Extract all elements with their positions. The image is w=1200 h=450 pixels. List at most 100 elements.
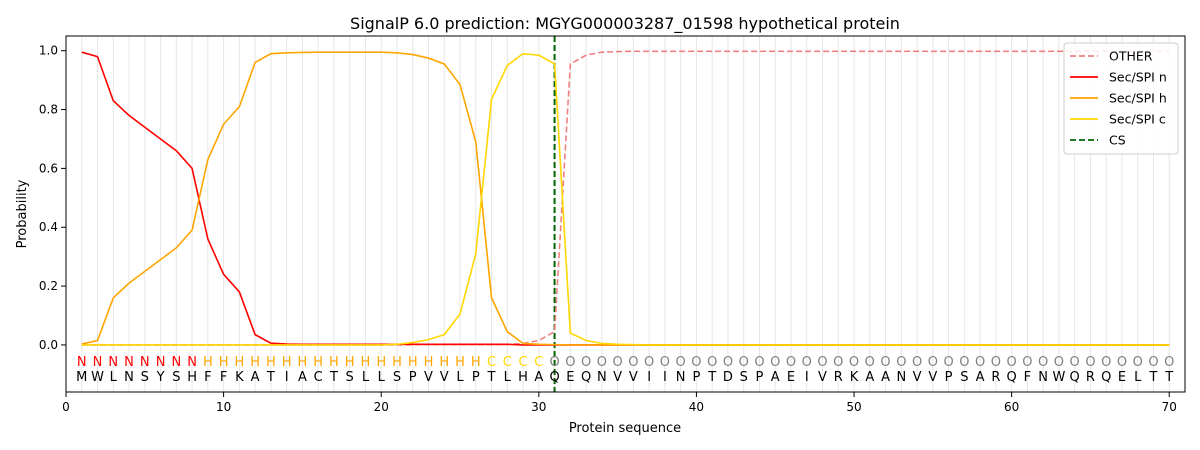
annotation-label: O bbox=[1117, 355, 1127, 370]
annotation-label: O bbox=[1054, 355, 1064, 370]
annotation-label: O bbox=[754, 355, 764, 370]
legend-box bbox=[1063, 42, 1179, 155]
plot-frame bbox=[65, 35, 1186, 393]
annotation-label: N bbox=[187, 355, 197, 370]
annotation-label: O bbox=[691, 355, 701, 370]
sequence-residue: A bbox=[298, 370, 307, 385]
sequence-residue: A bbox=[771, 370, 780, 385]
sequence-residue: E bbox=[787, 370, 795, 385]
sequence-residue: L bbox=[378, 370, 386, 385]
y-tick-label: 0.2 bbox=[39, 279, 58, 293]
sequence-residue: S bbox=[740, 370, 748, 385]
sequence-residue: E bbox=[566, 370, 574, 385]
sequence-residue: N bbox=[597, 370, 607, 385]
grid-lines bbox=[81, 36, 1170, 392]
sequence-residue: S bbox=[172, 370, 180, 385]
sequence-residue: T bbox=[487, 370, 496, 385]
annotation-label: O bbox=[833, 355, 843, 370]
x-tick-label: 70 bbox=[1162, 400, 1177, 414]
annotation-label: O bbox=[802, 355, 812, 370]
annotation-label: N bbox=[171, 355, 181, 370]
sequence-residue: P bbox=[472, 370, 480, 385]
axis-ticks: 0 10 20 30 40 50 60 70 0.0 0.2 0.4 0.6 0.8 1.0 bbox=[39, 44, 1177, 414]
annotation-label: H bbox=[455, 355, 465, 370]
series-line-sec-spi-h bbox=[81, 51, 1170, 346]
sequence-residue: C bbox=[314, 370, 323, 385]
annotation-label: O bbox=[1007, 355, 1017, 370]
sequence-residue: L bbox=[456, 370, 464, 385]
sequence-residue: V bbox=[629, 370, 638, 385]
annotation-label: H bbox=[266, 355, 276, 370]
annotation-label: H bbox=[392, 355, 402, 370]
series-line-sec-spi-n bbox=[81, 51, 1170, 346]
annotation-label: O bbox=[865, 355, 875, 370]
sequence-residue: Y bbox=[156, 370, 165, 385]
sequence-residue: M bbox=[76, 370, 87, 385]
sequence-residue: I bbox=[805, 370, 809, 385]
sequence-residue: K bbox=[850, 370, 859, 385]
sequence-residue: W bbox=[1052, 370, 1065, 385]
sequence-residue: T bbox=[266, 370, 275, 385]
sequence-residue: I bbox=[285, 370, 289, 385]
sequence-residue: V bbox=[913, 370, 922, 385]
annotation-label: O bbox=[1133, 355, 1143, 370]
x-tick-label: 30 bbox=[531, 400, 546, 414]
annotation-label: C bbox=[503, 355, 512, 370]
annotation-label: N bbox=[156, 355, 166, 370]
sequence-residue: W bbox=[91, 370, 104, 385]
sequence-residue: A bbox=[881, 370, 890, 385]
y-axis-label: Probability bbox=[15, 179, 30, 248]
y-tick-label: 0.8 bbox=[39, 103, 58, 117]
sequence-residue: T bbox=[707, 370, 716, 385]
annotation-label: O bbox=[959, 355, 969, 370]
sequence-residue: E bbox=[1118, 370, 1126, 385]
y-tick-label: 0.4 bbox=[39, 220, 58, 234]
sequence-residue: V bbox=[613, 370, 622, 385]
annotation-label: H bbox=[219, 355, 229, 370]
annotation-label: C bbox=[487, 355, 496, 370]
sequence-residue: V bbox=[818, 370, 827, 385]
x-tick-label: 40 bbox=[689, 400, 704, 414]
sequence-residue: P bbox=[756, 370, 764, 385]
sequence-residue: F bbox=[1024, 370, 1031, 385]
annotation-label: H bbox=[313, 355, 323, 370]
sequence-residue: S bbox=[346, 370, 354, 385]
sequence-residue: N bbox=[1038, 370, 1048, 385]
annotation-label: O bbox=[786, 355, 796, 370]
annotation-label: O bbox=[928, 355, 938, 370]
legend-label: OTHER bbox=[1109, 49, 1153, 64]
sequence-residue: H bbox=[518, 370, 528, 385]
sequence-residue: D bbox=[723, 370, 733, 385]
annotation-label: H bbox=[376, 355, 386, 370]
annotation-label: O bbox=[660, 355, 670, 370]
sequence-residue: R bbox=[991, 370, 1000, 385]
annotation-label: O bbox=[739, 355, 749, 370]
annotation-label: O bbox=[597, 355, 607, 370]
sequence-residue: H bbox=[187, 370, 197, 385]
annotation-label: H bbox=[329, 355, 339, 370]
sequence-residue: L bbox=[1134, 370, 1142, 385]
annotation-label: O bbox=[676, 355, 686, 370]
y-tick-label: 0.6 bbox=[39, 161, 58, 175]
legend-label: Sec/SPI n bbox=[1109, 70, 1167, 85]
series-line-other bbox=[81, 50, 1170, 346]
annotation-label: O bbox=[723, 355, 733, 370]
annotation-label: H bbox=[471, 355, 481, 370]
annotation-label: O bbox=[817, 355, 827, 370]
annotation-label: H bbox=[234, 355, 244, 370]
sequence-residue: Q bbox=[1070, 370, 1080, 385]
annotation-label: O bbox=[943, 355, 953, 370]
annotation-label: H bbox=[345, 355, 355, 370]
sequence-residue: N bbox=[124, 370, 134, 385]
annotation-label: O bbox=[644, 355, 654, 370]
sequence-residue: T bbox=[1164, 370, 1173, 385]
legend: OTHER Sec/SPI n Sec/SPI h Sec/SPI c CS bbox=[1063, 42, 1179, 155]
sequence-residue: A bbox=[976, 370, 985, 385]
sequence-residue: P bbox=[693, 370, 701, 385]
annotation-label: H bbox=[250, 355, 260, 370]
annotation-label: H bbox=[408, 355, 418, 370]
annotation-label: O bbox=[991, 355, 1001, 370]
sequence-residue: R bbox=[834, 370, 843, 385]
sequence-residue: S bbox=[960, 370, 968, 385]
